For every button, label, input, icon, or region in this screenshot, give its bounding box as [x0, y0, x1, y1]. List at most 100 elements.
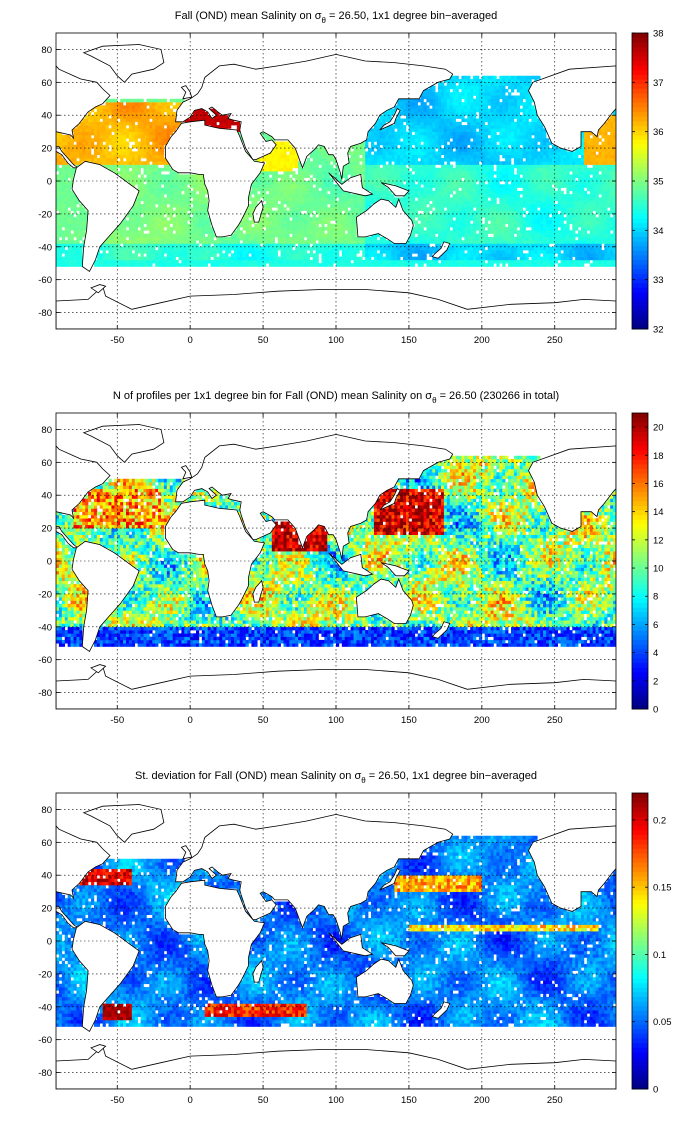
data-cell: [513, 240, 518, 244]
data-cell: [426, 263, 430, 267]
data-cell: [487, 177, 491, 182]
data-cell: [429, 167, 433, 172]
data-cell: [513, 200, 518, 205]
data-cell: [137, 171, 141, 175]
data-cell: [426, 161, 430, 165]
data-cell: [134, 161, 138, 165]
data-cell: [420, 250, 424, 254]
data-cell: [56, 167, 60, 172]
data-cell: [196, 210, 200, 215]
data-cell: [298, 227, 302, 231]
data-cell: [306, 259, 311, 264]
data-cell: [362, 240, 366, 244]
data-cell: [292, 197, 296, 202]
data-cell: [548, 240, 553, 244]
data-cell: [175, 223, 179, 228]
data-cell: [190, 174, 194, 179]
data-cell: [592, 240, 596, 244]
data-cell: [292, 220, 296, 225]
data-cell: [540, 177, 544, 182]
data-cell: [496, 253, 500, 257]
data-cell: [610, 157, 614, 162]
data-cell: [175, 243, 179, 248]
data-cell: [266, 164, 270, 169]
data-cell: [324, 207, 328, 211]
data-cell: [271, 197, 276, 202]
data-cell: [225, 253, 229, 257]
data-cell: [371, 243, 375, 248]
data-cell: [408, 240, 413, 244]
data-cell: [327, 227, 331, 231]
data-cell: [301, 174, 305, 179]
data-cell: [93, 157, 98, 162]
data-cell: [356, 210, 360, 215]
data-cell: [598, 263, 602, 267]
data-cell: [531, 243, 535, 248]
data-cell: [484, 200, 488, 205]
data-cell: [452, 197, 456, 202]
data-cell: [289, 227, 293, 231]
data-cell: [161, 174, 165, 179]
data-cell: [546, 243, 550, 248]
data-cell: [327, 263, 331, 267]
data-cell: [371, 253, 375, 257]
data-cell: [408, 243, 413, 248]
data-cell: [353, 259, 357, 264]
data-cell: [201, 200, 206, 205]
data-cell: [429, 223, 433, 228]
data-cell: [169, 246, 173, 251]
data-cell: [554, 174, 558, 179]
data-cell: [321, 200, 325, 205]
data-cell: [280, 213, 284, 218]
data-cell: [73, 263, 77, 267]
data-cell: [70, 181, 74, 185]
data-cell: [353, 157, 357, 162]
data-cell: [131, 171, 136, 175]
data-cell: [432, 204, 436, 208]
data-cell: [333, 210, 337, 215]
data-cell: [473, 187, 477, 192]
data-cell: [336, 171, 340, 175]
data-cell: [560, 227, 564, 231]
data-cell: [251, 233, 255, 238]
data-cell: [572, 177, 576, 182]
data-cell: [554, 236, 558, 241]
data-cell: [67, 233, 71, 238]
data-cell: [554, 161, 558, 165]
data-cell: [435, 220, 439, 225]
data-cell: [193, 253, 197, 257]
data-cell: [146, 184, 150, 188]
data-cell: [277, 210, 281, 215]
data-cell: [318, 174, 322, 179]
data-cell: [321, 213, 325, 218]
data-cell: [271, 236, 276, 241]
data-cell: [88, 157, 92, 162]
data-cell: [578, 200, 582, 205]
data-cell: [222, 253, 226, 257]
data-cell: [496, 157, 500, 162]
data-cell: [379, 250, 383, 254]
data-cell: [411, 194, 416, 198]
data-cell: [146, 194, 150, 198]
data-cell: [327, 167, 331, 172]
data-cell: [292, 213, 296, 218]
data-cell: [531, 210, 535, 215]
data-cell: [449, 171, 453, 175]
data-cell: [432, 250, 436, 254]
data-cell: [548, 217, 553, 221]
data-cell: [143, 220, 147, 225]
data-cell: [481, 184, 486, 188]
data-cell: [490, 223, 494, 228]
data-cell: [193, 194, 197, 198]
data-cell: [548, 246, 553, 251]
data-cell: [73, 161, 77, 165]
data-cell: [301, 227, 305, 231]
data-cell: [379, 177, 383, 182]
data-cell: [397, 184, 401, 188]
data-cell: [277, 167, 281, 172]
data-cell: [470, 190, 474, 195]
data-cell: [187, 223, 191, 228]
data-cell: [554, 157, 558, 162]
data-cell: [303, 161, 308, 165]
data-cell: [359, 164, 363, 169]
